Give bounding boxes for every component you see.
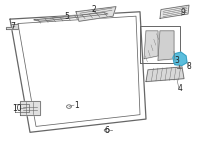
- Text: 10: 10: [12, 104, 22, 113]
- Text: 1: 1: [75, 101, 79, 110]
- Text: 5: 5: [65, 12, 69, 21]
- Polygon shape: [34, 12, 108, 21]
- Polygon shape: [146, 67, 184, 82]
- Polygon shape: [76, 7, 116, 21]
- Polygon shape: [158, 31, 174, 60]
- Text: 9: 9: [181, 8, 185, 17]
- Text: 6: 6: [105, 126, 109, 135]
- Text: 2: 2: [92, 5, 96, 14]
- Polygon shape: [20, 101, 40, 115]
- Polygon shape: [6, 24, 18, 29]
- Polygon shape: [144, 31, 158, 59]
- Text: 8: 8: [187, 62, 191, 71]
- Text: 7: 7: [11, 22, 15, 31]
- Text: 3: 3: [175, 56, 179, 65]
- Polygon shape: [160, 5, 189, 18]
- Polygon shape: [173, 52, 187, 65]
- Text: 4: 4: [178, 84, 182, 93]
